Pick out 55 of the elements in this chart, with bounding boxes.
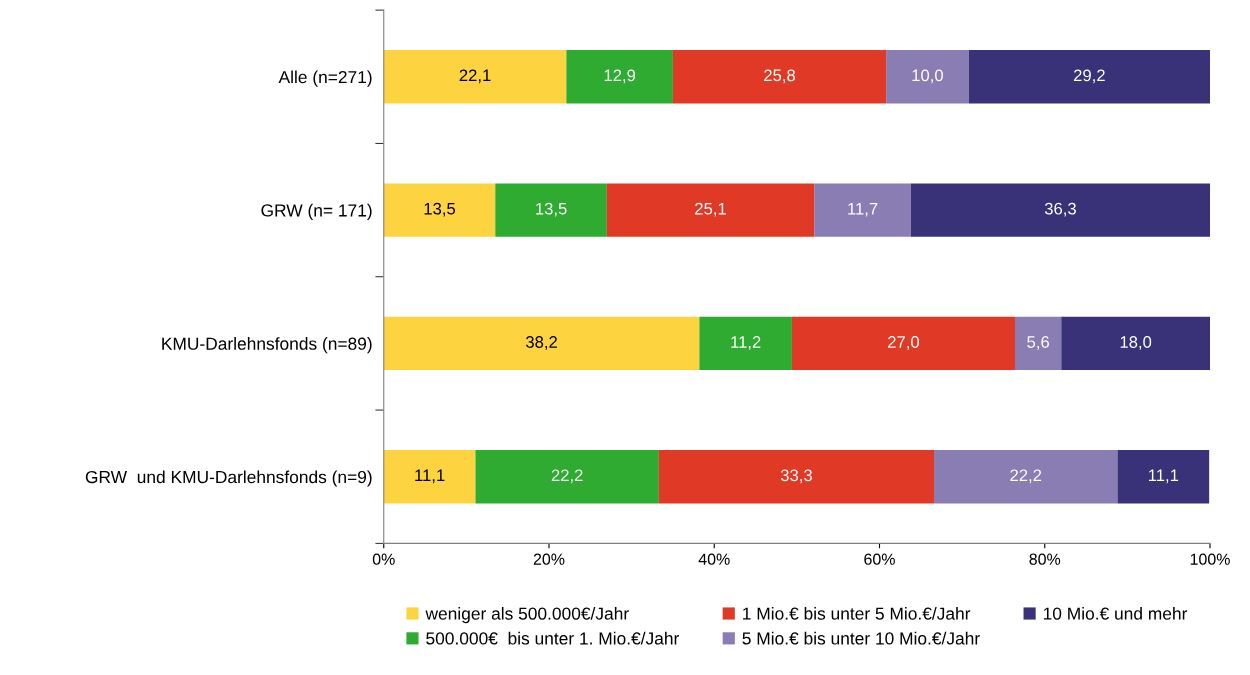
legend-label: weniger als 500.000€/Jahr [425, 606, 629, 624]
data-label: 22,2 [1010, 469, 1042, 484]
data-label: 13,5 [536, 202, 567, 217]
data-label: 12,9 [604, 69, 636, 84]
bar [699, 316, 792, 371]
data-label: 36,3 [1044, 202, 1076, 217]
data-label: 22,2 [551, 469, 583, 484]
x-tick-label: 40% [698, 553, 730, 565]
x-tick-label: 0% [372, 553, 395, 565]
bar [383, 183, 496, 237]
data-label: 11,7 [848, 202, 878, 217]
data-label: 27,0 [888, 336, 920, 350]
y-tick-label: GRW (n= 171) [261, 203, 372, 220]
data-label: 38,2 [525, 336, 557, 350]
data-label: 5,6 [1027, 336, 1049, 350]
x-tick-label: 100% [1190, 553, 1230, 565]
legend-label: 1 Mio.€ bis unter 5 Mio.€/Jahr [743, 606, 971, 620]
bar [658, 450, 935, 504]
y-tick-label: KMU-Darlehnsfonds (n=89) [162, 337, 372, 354]
bar [383, 450, 476, 504]
legend-label: 5 Mio.€ bis unter 10 Mio.€/Jahr [742, 631, 980, 645]
data-label: 25,1 [695, 202, 726, 217]
bar [886, 50, 969, 104]
bar [1117, 450, 1210, 504]
data-label: 33,3 [780, 469, 812, 484]
data-label: 25,8 [764, 69, 796, 84]
bar [814, 183, 911, 237]
bar [934, 450, 1118, 504]
bar [475, 450, 659, 504]
bar [910, 183, 1210, 237]
bar [566, 50, 673, 104]
y-tick-label: GRW und KMU-Darlehnsfonds (n=9) [85, 470, 372, 487]
bar [791, 316, 1015, 371]
data-label: 11,2 [731, 336, 761, 350]
bar [968, 50, 1210, 104]
bar [383, 316, 700, 371]
y-tick-label: Alle (n=271) [278, 70, 372, 87]
bar [606, 183, 815, 237]
data-label: 11,1 [415, 469, 445, 484]
x-tick-label: 60% [864, 553, 895, 565]
bar [1061, 316, 1210, 371]
bar [495, 183, 607, 237]
bar [672, 50, 887, 104]
data-label: 13,5 [424, 202, 456, 217]
legend-label: 500.000€ bis unter 1. Mio.€/Jahr [426, 631, 680, 645]
bar [1015, 316, 1062, 371]
data-label: 22,1 [459, 69, 491, 84]
x-tick-label: 80% [1029, 553, 1061, 565]
data-label: 11,1 [1148, 469, 1179, 484]
data-label: 18,0 [1120, 336, 1152, 350]
bar [383, 50, 567, 104]
legend-label: 10 Mio.€ und mehr [1043, 606, 1188, 620]
data-label: 29,2 [1073, 69, 1105, 84]
x-tick-label: 20% [533, 553, 565, 565]
data-label: 10,0 [912, 69, 943, 84]
